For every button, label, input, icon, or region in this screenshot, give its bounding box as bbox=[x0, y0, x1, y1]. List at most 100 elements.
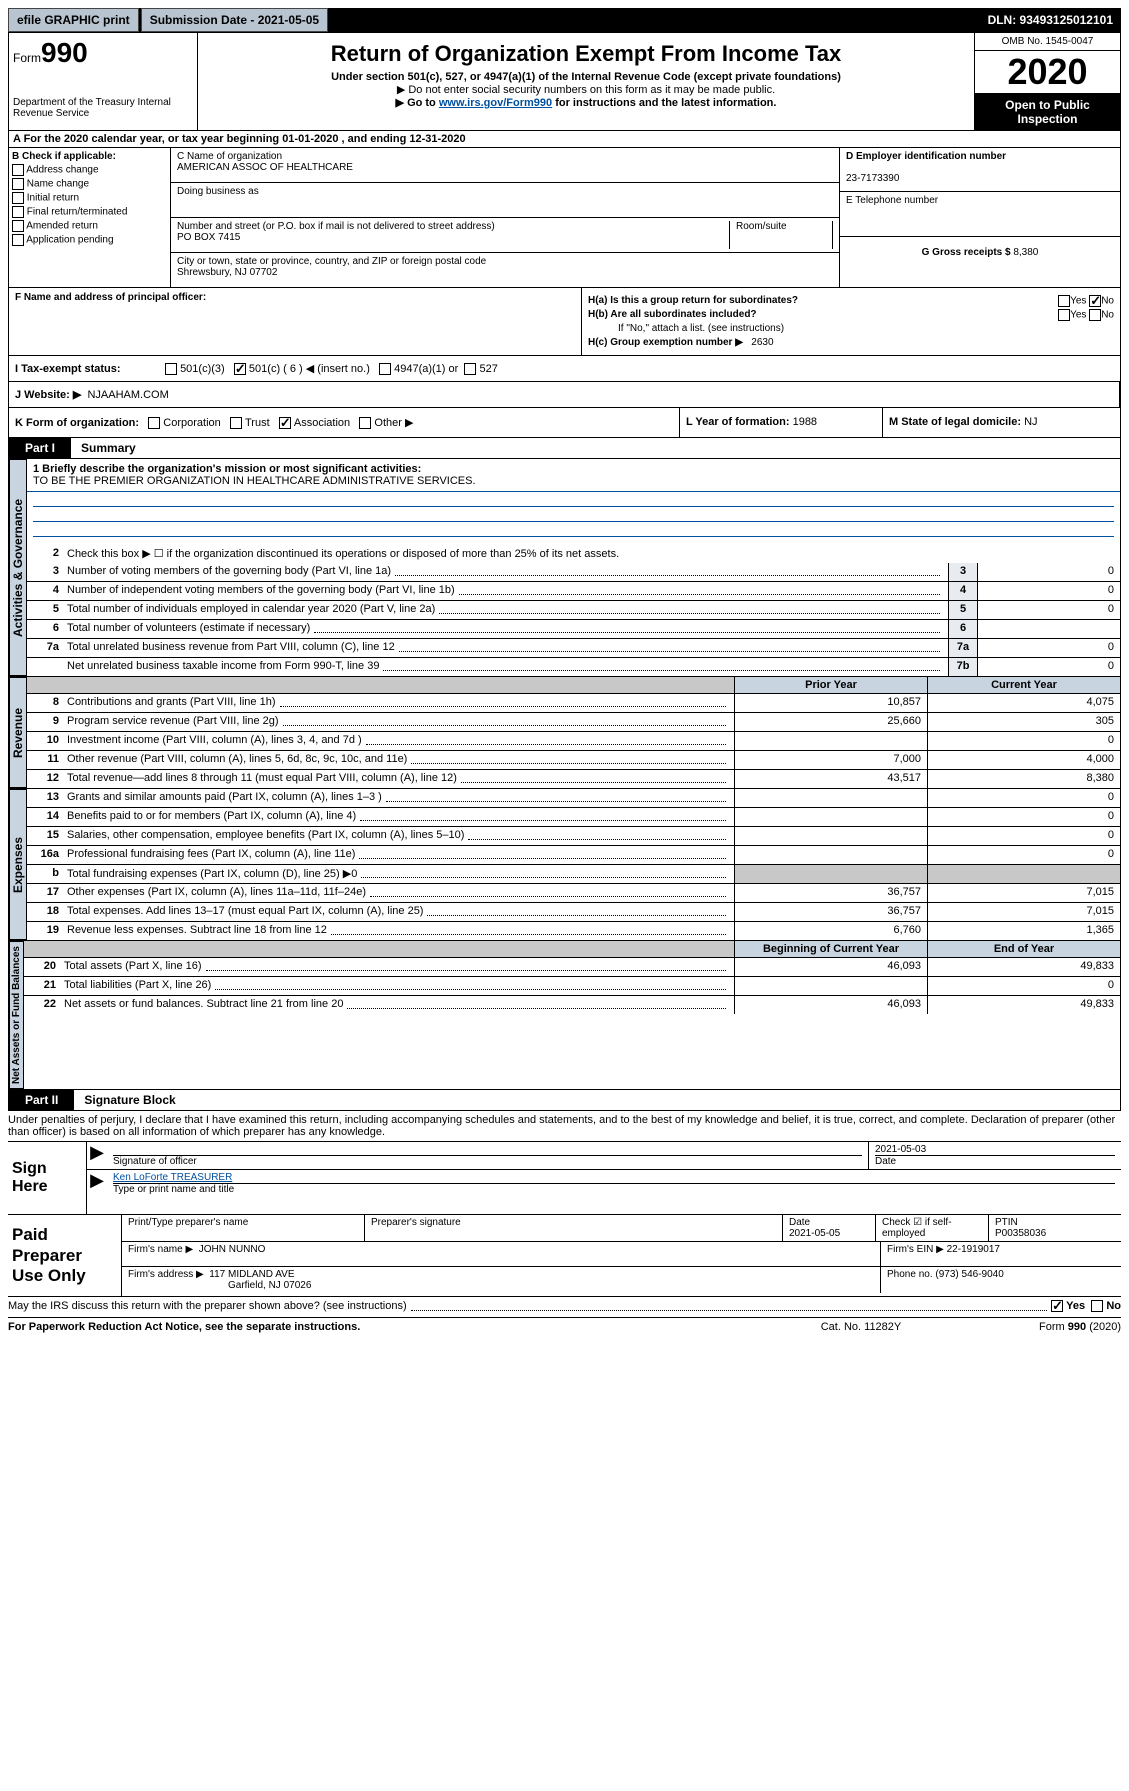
e-label: E Telephone number bbox=[846, 195, 938, 206]
ha-yes[interactable] bbox=[1058, 295, 1070, 307]
firm-ein: 22-1919017 bbox=[947, 1244, 1000, 1255]
exp-row: 15Salaries, other compensation, employee… bbox=[27, 827, 1120, 846]
city-label: City or town, state or province, country… bbox=[177, 256, 486, 267]
sig-date-val: 2021-05-03 bbox=[875, 1144, 926, 1155]
check-trust[interactable] bbox=[230, 417, 242, 429]
box-c: C Name of organization AMERICAN ASSOC OF… bbox=[171, 148, 839, 287]
l-value: 1988 bbox=[793, 416, 817, 428]
part1-title: Summary bbox=[71, 438, 146, 458]
discuss-no[interactable] bbox=[1091, 1300, 1103, 1312]
q1-label: 1 Briefly describe the organization's mi… bbox=[33, 463, 421, 475]
declaration: Under penalties of perjury, I declare th… bbox=[8, 1111, 1121, 1142]
row-i: I Tax-exempt status: 501(c)(3) 501(c) ( … bbox=[8, 356, 1121, 382]
check-527[interactable] bbox=[464, 363, 476, 375]
check-4947[interactable] bbox=[379, 363, 391, 375]
check-name[interactable] bbox=[12, 178, 24, 190]
hb-no[interactable] bbox=[1089, 309, 1101, 321]
ha-label: H(a) Is this a group return for subordin… bbox=[588, 295, 798, 306]
hc-label: H(c) Group exemption number ▶ bbox=[588, 337, 743, 348]
city-value: Shrewsbury, NJ 07702 bbox=[177, 267, 277, 278]
hb-yes[interactable] bbox=[1058, 309, 1070, 321]
ptin-label: PTIN bbox=[995, 1217, 1018, 1228]
part2-header: Part II Signature Block bbox=[8, 1090, 1121, 1111]
prep-date-val: 2021-05-05 bbox=[789, 1228, 840, 1239]
check-address[interactable] bbox=[12, 164, 24, 176]
paid-preparer-label: Paid Preparer Use Only bbox=[8, 1215, 122, 1296]
ptin-val: P00358036 bbox=[995, 1228, 1046, 1239]
l-label: L Year of formation: bbox=[686, 416, 790, 428]
firm-name-label: Firm's name ▶ bbox=[128, 1244, 193, 1255]
note-link: ▶ Go to www.irs.gov/Form990 for instruct… bbox=[202, 96, 970, 109]
firm-addr2: Garfield, NJ 07026 bbox=[128, 1280, 311, 1291]
officer-name[interactable]: Ken LoForte TREASURER bbox=[113, 1172, 232, 1183]
row-j: J Website: ▶ NJAAHAM.COM bbox=[8, 382, 1121, 408]
form-prefix: Form bbox=[13, 51, 41, 65]
top-bar: efile GRAPHIC print Submission Date - 20… bbox=[8, 8, 1121, 32]
efile-btn[interactable]: efile GRAPHIC print bbox=[8, 8, 139, 32]
pra-notice: For Paperwork Reduction Act Notice, see … bbox=[8, 1321, 761, 1333]
sig-date-label: Date bbox=[875, 1155, 1115, 1167]
hb-note: If "No," attach a list. (see instruction… bbox=[588, 323, 1114, 334]
org-name: AMERICAN ASSOC OF HEALTHCARE bbox=[177, 162, 353, 173]
box-b: B Check if applicable: Address change Na… bbox=[9, 148, 171, 287]
exp-row: bTotal fundraising expenses (Part IX, co… bbox=[27, 865, 1120, 884]
ha-no[interactable] bbox=[1089, 295, 1101, 307]
ein-value: 23-7173390 bbox=[846, 173, 899, 184]
revenue-block: Revenue Prior Year Current Year 8Contrib… bbox=[8, 677, 1121, 789]
check-pending[interactable] bbox=[12, 234, 24, 246]
prior-year-head: Prior Year bbox=[734, 677, 927, 693]
prep-self-emp: Check ☑ if self-employed bbox=[876, 1215, 989, 1241]
part2-title: Signature Block bbox=[74, 1090, 185, 1110]
exp-row: 16aProfessional fundraising fees (Part I… bbox=[27, 846, 1120, 865]
check-final[interactable] bbox=[12, 206, 24, 218]
submission-date[interactable]: Submission Date - 2021-05-05 bbox=[141, 8, 328, 32]
row-fgh: F Name and address of principal officer:… bbox=[8, 288, 1121, 356]
discuss-text: May the IRS discuss this return with the… bbox=[8, 1300, 407, 1314]
tax-year: 2020 bbox=[975, 51, 1120, 94]
end-year-head: End of Year bbox=[927, 941, 1120, 957]
net-row: 20Total assets (Part X, line 16)46,09349… bbox=[24, 958, 1120, 977]
box-de: D Employer identification number 23-7173… bbox=[839, 148, 1120, 287]
form-header: Form990 Department of the Treasury Inter… bbox=[8, 32, 1121, 131]
current-year-head: Current Year bbox=[927, 677, 1120, 693]
rev-row: 9Program service revenue (Part VIII, lin… bbox=[27, 713, 1120, 732]
check-corp[interactable] bbox=[148, 417, 160, 429]
check-assoc[interactable] bbox=[279, 417, 291, 429]
addr-label: Number and street (or P.O. box if mail i… bbox=[177, 221, 495, 232]
check-initial[interactable] bbox=[12, 192, 24, 204]
firm-addr1: 117 MIDLAND AVE bbox=[209, 1269, 294, 1280]
discuss-yes[interactable] bbox=[1051, 1300, 1063, 1312]
room-label: Room/suite bbox=[736, 221, 787, 232]
c-label: C Name of organization bbox=[177, 151, 282, 162]
net-label: Net Assets or Fund Balances bbox=[9, 941, 24, 1089]
check-501c[interactable] bbox=[234, 363, 246, 375]
header-boxes: B Check if applicable: Address change Na… bbox=[8, 148, 1121, 288]
officer-name-label: Type or print name and title bbox=[113, 1183, 1115, 1195]
check-amended[interactable] bbox=[12, 220, 24, 232]
check-501c3[interactable] bbox=[165, 363, 177, 375]
rev-row: 11Other revenue (Part VIII, column (A), … bbox=[27, 751, 1120, 770]
form-subtitle: Under section 501(c), 527, or 4947(a)(1)… bbox=[202, 71, 970, 83]
gov-row: 4Number of independent voting members of… bbox=[27, 582, 1120, 601]
irs-link[interactable]: www.irs.gov/Form990 bbox=[439, 97, 552, 109]
department: Department of the Treasury Internal Reve… bbox=[13, 97, 193, 119]
prep-date-label: Date bbox=[789, 1217, 810, 1228]
form-number: 990 bbox=[41, 37, 88, 68]
firm-ein-label: Firm's EIN ▶ bbox=[887, 1244, 944, 1255]
q1-text: TO BE THE PREMIER ORGANIZATION IN HEALTH… bbox=[33, 475, 476, 487]
gov-row: Net unrelated business taxable income fr… bbox=[27, 658, 1120, 676]
part2-badge: Part II bbox=[9, 1090, 74, 1110]
firm-phone-label: Phone no. bbox=[887, 1269, 933, 1280]
q2-text: Check this box ▶ ☐ if the organization d… bbox=[63, 545, 1120, 563]
cat-no: Cat. No. 11282Y bbox=[761, 1321, 961, 1333]
exp-row: 17Other expenses (Part IX, column (A), l… bbox=[27, 884, 1120, 903]
check-other[interactable] bbox=[359, 417, 371, 429]
gov-row: 3Number of voting members of the governi… bbox=[27, 563, 1120, 582]
d-label: D Employer identification number bbox=[846, 151, 1006, 162]
g-value: 8,380 bbox=[1013, 247, 1038, 258]
firm-name: JOHN NUNNO bbox=[199, 1244, 266, 1255]
part1-badge: Part I bbox=[9, 438, 71, 458]
g-label: G Gross receipts $ bbox=[922, 247, 1011, 258]
footer-row: For Paperwork Reduction Act Notice, see … bbox=[8, 1318, 1121, 1336]
sig-officer-label: Signature of officer bbox=[113, 1155, 862, 1167]
